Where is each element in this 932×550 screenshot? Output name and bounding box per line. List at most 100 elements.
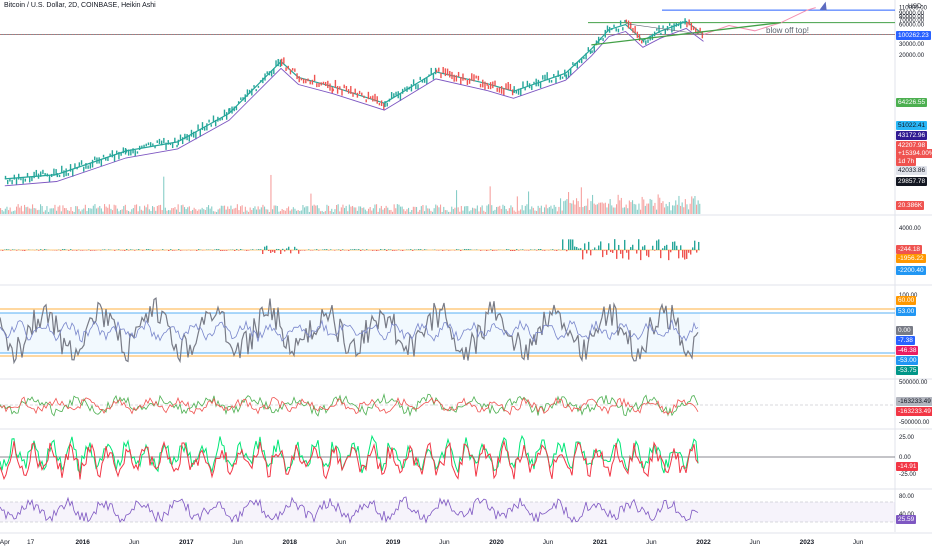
indicator-line bbox=[0, 392, 699, 417]
volume-bar bbox=[478, 211, 480, 214]
volume-bar bbox=[324, 211, 326, 214]
candle bbox=[203, 127, 206, 131]
macd-histogram-bar bbox=[238, 250, 240, 251]
volume-bar bbox=[400, 206, 402, 214]
time-tick-label: 2020 bbox=[489, 539, 504, 546]
volume-bar bbox=[176, 209, 178, 214]
candle bbox=[31, 177, 33, 182]
candle bbox=[141, 145, 143, 149]
volume-bar bbox=[124, 204, 126, 214]
volume-bar bbox=[168, 210, 170, 214]
price-badge: 53.00 bbox=[896, 307, 917, 316]
macd-histogram-bar bbox=[616, 250, 618, 259]
volume-bar bbox=[692, 198, 694, 214]
volume-bar bbox=[411, 210, 413, 214]
macd-histogram-bar bbox=[682, 250, 684, 258]
macd-histogram-bar bbox=[340, 250, 342, 251]
volume-bar bbox=[644, 205, 646, 214]
volume-bar bbox=[382, 209, 384, 214]
volume-bar bbox=[284, 210, 286, 214]
volume-bar bbox=[334, 209, 336, 214]
macd-histogram-bar bbox=[290, 250, 292, 254]
candle bbox=[539, 81, 542, 89]
candle bbox=[339, 86, 341, 90]
candle bbox=[397, 91, 399, 99]
volume-bar bbox=[272, 209, 274, 214]
macd-histogram-bar bbox=[296, 248, 298, 250]
macd-histogram-bar bbox=[280, 250, 282, 254]
macd-histogram-bar bbox=[270, 250, 272, 253]
candle bbox=[666, 25, 669, 31]
candle bbox=[557, 70, 559, 77]
volume-bar bbox=[25, 207, 27, 214]
macd-histogram-bar bbox=[690, 250, 692, 255]
candle bbox=[283, 57, 285, 64]
candle bbox=[507, 82, 509, 90]
candle bbox=[524, 87, 526, 91]
volume-bar bbox=[273, 205, 275, 214]
macd-histogram-bar bbox=[538, 249, 540, 250]
volume-bar bbox=[668, 202, 670, 214]
volume-bar bbox=[264, 206, 266, 214]
volume-bar bbox=[328, 205, 330, 214]
volume-bar bbox=[267, 209, 269, 214]
candle bbox=[67, 173, 70, 176]
price-badge: 43172.96 bbox=[896, 131, 928, 140]
candle bbox=[188, 135, 190, 142]
macd-histogram-bar bbox=[656, 240, 658, 250]
candle bbox=[291, 68, 294, 71]
macd-histogram-bar bbox=[512, 250, 514, 251]
volume-bar bbox=[163, 176, 165, 214]
macd-histogram-bar bbox=[362, 249, 364, 250]
macd-histogram-bar bbox=[274, 250, 276, 253]
volume-bar bbox=[99, 205, 101, 214]
candle bbox=[511, 89, 514, 96]
volume-bar bbox=[603, 203, 605, 214]
macd-histogram-bar bbox=[632, 244, 634, 250]
volume-bar bbox=[289, 210, 291, 214]
annotation-label: blow off top! bbox=[766, 26, 809, 35]
volume-bar bbox=[120, 209, 122, 214]
volume-bar bbox=[561, 210, 563, 214]
candle bbox=[535, 78, 537, 87]
candle bbox=[268, 71, 271, 76]
candle bbox=[690, 22, 693, 31]
volume-bar bbox=[396, 204, 398, 214]
candle bbox=[503, 88, 505, 96]
volume-bar bbox=[641, 196, 643, 214]
candle bbox=[55, 169, 57, 176]
macd-histogram-bar bbox=[646, 250, 648, 256]
candle bbox=[13, 174, 16, 180]
candle bbox=[455, 75, 458, 82]
volume-bar bbox=[56, 210, 58, 214]
candle bbox=[354, 88, 356, 94]
macd-histogram-bar bbox=[612, 250, 614, 253]
volume-bar bbox=[696, 204, 698, 214]
candle bbox=[528, 83, 531, 89]
macd-histogram-bar bbox=[162, 249, 164, 250]
candle bbox=[542, 75, 544, 80]
candle bbox=[393, 93, 395, 97]
candle bbox=[634, 26, 636, 34]
volume-bar bbox=[630, 202, 632, 214]
volume-bar bbox=[300, 210, 302, 214]
candle bbox=[496, 87, 498, 92]
macd-histogram-bar bbox=[578, 248, 580, 250]
candle bbox=[152, 143, 154, 146]
mom-tick-label: -25.00 bbox=[899, 472, 917, 478]
candle bbox=[91, 159, 94, 168]
price-badge: -2200.40 bbox=[896, 266, 926, 275]
candle bbox=[143, 144, 145, 148]
volume-bar bbox=[41, 206, 43, 214]
volume-bar bbox=[228, 208, 230, 214]
candle bbox=[361, 92, 363, 96]
volume-bar bbox=[60, 211, 62, 214]
macd-histogram-bar bbox=[268, 250, 270, 251]
macd-histogram-bar bbox=[584, 243, 586, 250]
macd-histogram-bar bbox=[608, 243, 610, 250]
volume-bar bbox=[500, 208, 502, 214]
macd-histogram-bar bbox=[676, 245, 678, 250]
macd-histogram-bar bbox=[126, 249, 128, 250]
macd-histogram-bar bbox=[334, 250, 336, 251]
